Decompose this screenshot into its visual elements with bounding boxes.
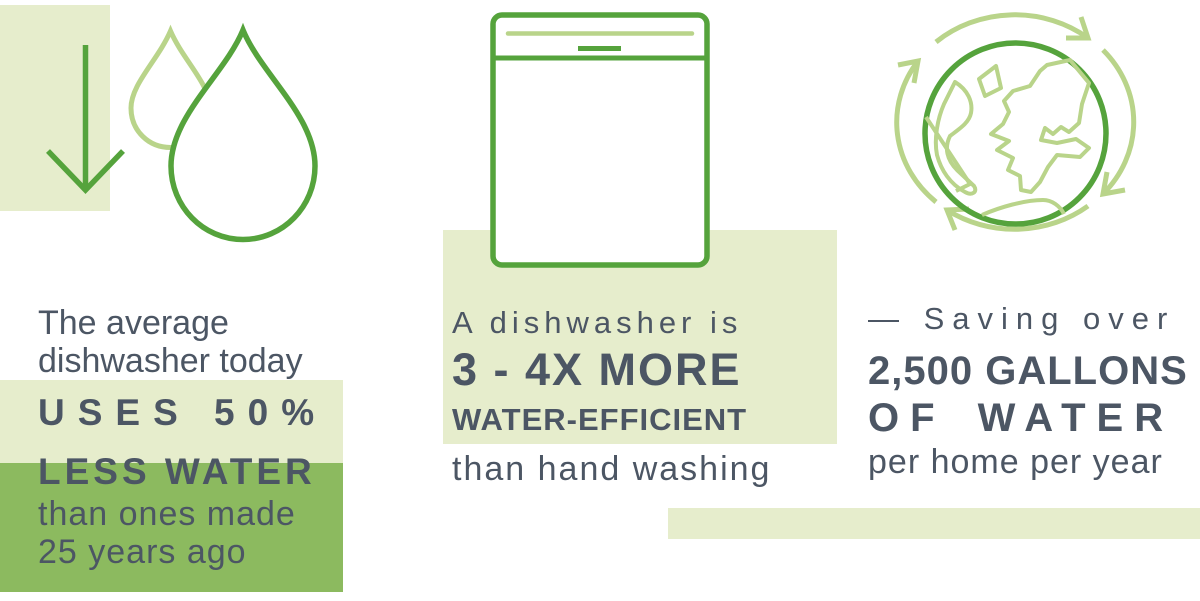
cycle-arrows [894, 12, 1137, 232]
water-drops-icon [128, 22, 318, 243]
left-highlight-block-light [0, 380, 343, 463]
right-outro-line: per home per year [868, 443, 1163, 481]
middle-highlight-line-1: 3 - 4X MORE [452, 344, 742, 395]
right-highlight-line-2: OF WATER [868, 396, 1175, 440]
left-intro-line-2: dishwasher today [38, 342, 303, 380]
down-arrow-icon [46, 45, 125, 194]
left-icon-background-block [0, 5, 110, 211]
right-intro-line: — Saving over [868, 301, 1176, 336]
right-highlight-line-1: 2,500 GALLONS [868, 349, 1188, 393]
left-highlight-line-2: LESS WATER [38, 451, 316, 492]
bottom-right-accent-strip [668, 508, 1200, 539]
left-intro-line-1: The average [38, 304, 229, 342]
left-outro-line-2: 25 years ago [38, 533, 247, 571]
globe-cycle-icon [894, 12, 1137, 232]
middle-highlight-line-2: WATER-EFFICIENT [452, 402, 748, 437]
globe-continents [924, 58, 1091, 217]
left-highlight-line-1: USES 50% [38, 392, 328, 433]
left-outro-line-1: than ones made [38, 495, 296, 533]
left-highlight-block-medium [0, 463, 343, 592]
globe-circle [922, 40, 1109, 227]
middle-outro-line: than hand washing [452, 450, 772, 488]
middle-intro-line: A dishwasher is [452, 305, 743, 340]
dishwasher-icon [490, 12, 710, 268]
